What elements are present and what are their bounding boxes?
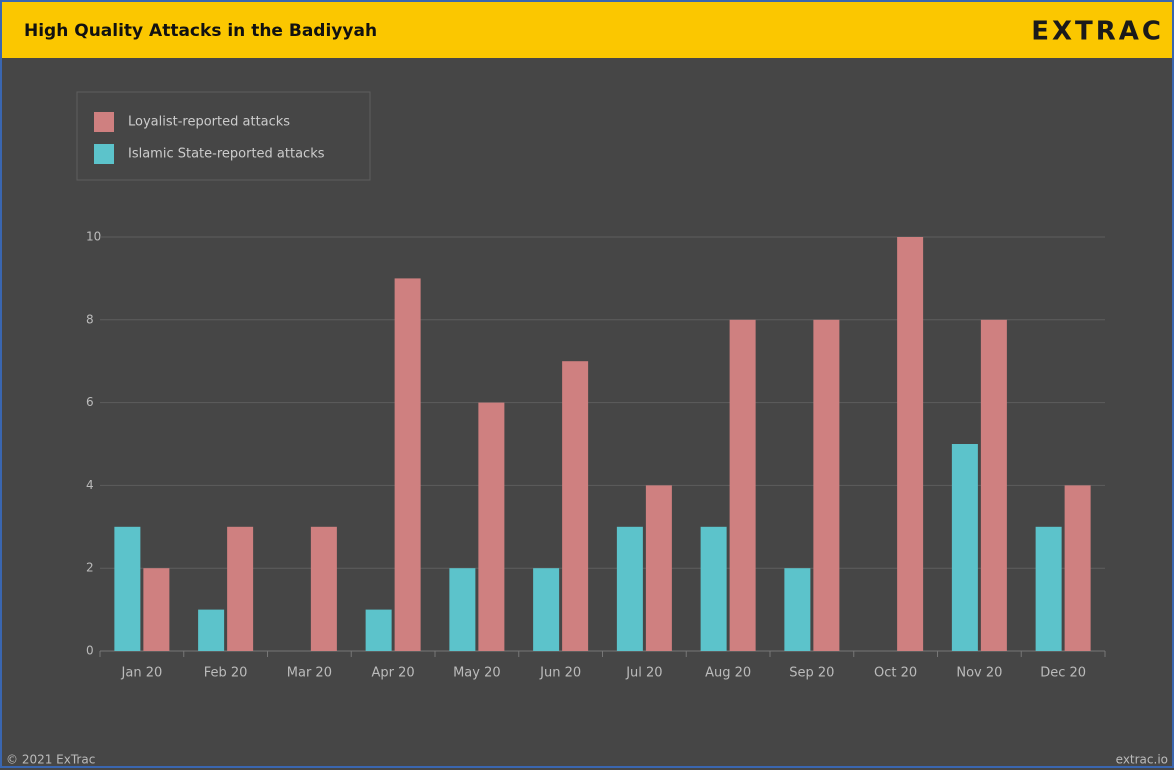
legend-swatch: [94, 144, 114, 164]
y-tick-label: 6: [86, 395, 94, 409]
bar: [645, 485, 672, 651]
bar: [1064, 485, 1091, 651]
bar: [1035, 526, 1062, 651]
bar: [616, 526, 643, 651]
x-tick-label: Jun 20: [539, 666, 581, 681]
bar: [449, 568, 476, 651]
bar: [951, 444, 978, 651]
bar: [365, 609, 392, 651]
copyright: © 2021 ExTrac: [6, 753, 95, 767]
x-tick-label: Sep 20: [789, 666, 834, 681]
bar: [784, 568, 811, 651]
legend-swatch: [94, 112, 114, 132]
bar: [143, 568, 170, 651]
x-tick-label: Jan 20: [121, 666, 163, 681]
header-title: High Quality Attacks in the Badiyyah: [24, 21, 377, 41]
legend-label: Islamic State-reported attacks: [128, 147, 325, 162]
bar: [478, 402, 505, 651]
x-tick-label: Jul 20: [625, 666, 662, 681]
bar: [198, 609, 225, 651]
y-tick-label: 0: [86, 644, 94, 658]
bar: [114, 526, 141, 651]
bar: [729, 319, 756, 651]
bar: [227, 526, 254, 651]
bar: [980, 319, 1007, 651]
bar: [562, 361, 589, 651]
legend-label: Loyalist-reported attacks: [128, 115, 290, 130]
x-tick-label: Mar 20: [287, 666, 332, 681]
header-bar: [2, 2, 1172, 58]
y-tick-label: 2: [86, 561, 94, 575]
x-tick-label: Oct 20: [874, 666, 917, 681]
x-tick-label: May 20: [453, 666, 501, 681]
x-tick-label: Nov 20: [956, 666, 1002, 681]
bar: [533, 568, 560, 651]
logo: EXTRAC: [1031, 17, 1164, 47]
y-tick-label: 4: [86, 478, 94, 492]
x-tick-label: Dec 20: [1040, 666, 1086, 681]
x-tick-label: Feb 20: [204, 666, 248, 681]
bar: [897, 237, 924, 651]
y-tick-label: 8: [86, 312, 94, 326]
bar: [813, 319, 840, 651]
bar: [394, 278, 421, 651]
x-tick-label: Apr 20: [372, 666, 415, 681]
bar: [310, 526, 337, 651]
y-tick-label: 10: [86, 230, 101, 244]
bar: [700, 526, 727, 651]
legend-box: [76, 91, 371, 181]
site: extrac.io: [1116, 753, 1168, 767]
x-tick-label: Aug 20: [705, 666, 751, 681]
